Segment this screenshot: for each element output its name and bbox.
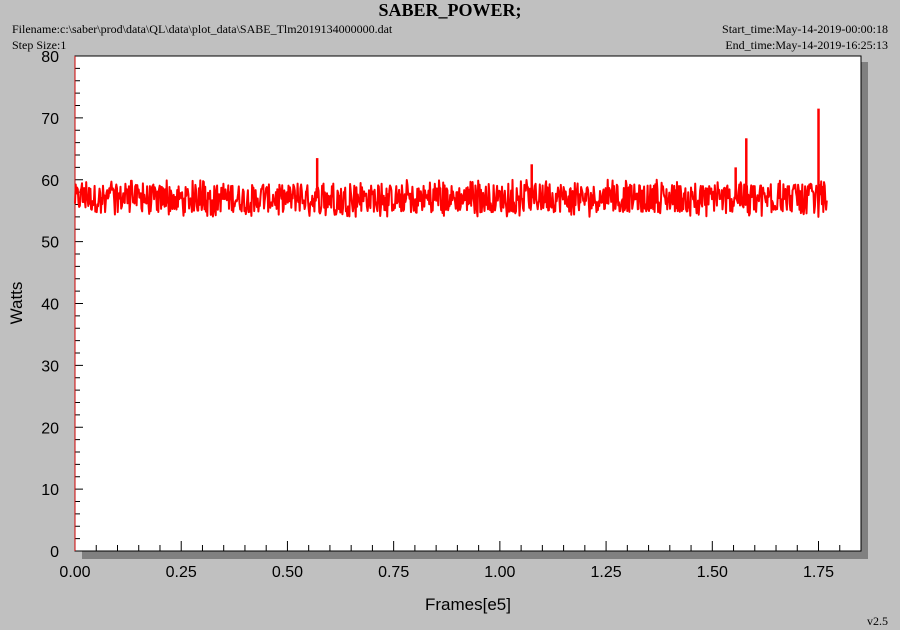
y-tick-label: 10 <box>41 482 59 499</box>
version-label: v2.5 <box>867 614 888 628</box>
x-tick-label: 0.25 <box>166 564 197 581</box>
filename-label: Filename:c:\saber\prod\data\QL\data\plot… <box>12 22 393 36</box>
series-line <box>74 178 828 218</box>
x-axis-label: Frames[e5] <box>425 595 511 614</box>
y-tick-label: 30 <box>41 358 59 375</box>
plot-area <box>74 55 862 552</box>
x-tick-label: 1.75 <box>803 564 834 581</box>
x-tick-label: 1.25 <box>591 564 622 581</box>
y-tick-label: 70 <box>41 111 59 128</box>
start-time-label: Start_time:May-14-2019-00:00:18 <box>722 22 888 36</box>
y-tick-label: 60 <box>41 173 59 190</box>
x-tick-label: 0.50 <box>272 564 303 581</box>
x-tick-label: 1.00 <box>484 564 515 581</box>
end-time-label: End_time:May-14-2019-16:25:13 <box>725 38 888 52</box>
y-tick-label: 20 <box>41 420 59 437</box>
x-tick-label: 0.75 <box>378 564 409 581</box>
x-tick-label: 0.00 <box>59 564 90 581</box>
y-tick-label: 80 <box>41 49 59 66</box>
y-tick-label: 50 <box>41 235 59 252</box>
chart-title: SABER_POWER; <box>378 0 522 20</box>
y-axis-label: Watts <box>7 282 26 325</box>
y-tick-label: 40 <box>41 297 59 314</box>
step-size-label: Step Size:1 <box>12 38 67 52</box>
x-tick-label: 1.50 <box>697 564 728 581</box>
y-tick-label: 0 <box>50 544 59 561</box>
